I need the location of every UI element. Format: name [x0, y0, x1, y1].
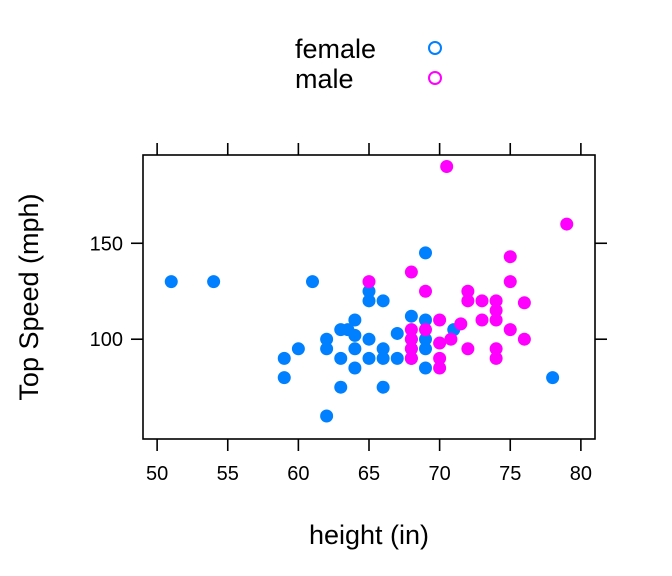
legend-label-male: male: [295, 64, 354, 94]
male-point-8: [433, 361, 447, 375]
male-point-10: [433, 336, 447, 350]
male-point-19: [475, 294, 489, 308]
male-point-2: [404, 342, 418, 356]
legend-marker-female: [428, 41, 442, 55]
female-point-33: [419, 332, 432, 346]
male-point-14: [454, 317, 468, 331]
male-point-25: [503, 323, 517, 337]
axis-ticks: 50 55 60 65 70 75 80 100 150: [90, 143, 607, 485]
male-point-28: [517, 332, 531, 346]
female-point-2: [277, 351, 291, 365]
female-point-5: [306, 275, 319, 289]
male-point-26: [503, 275, 517, 289]
female-point-1: [207, 275, 221, 289]
x-tick-label-70: 70: [429, 463, 451, 485]
series-female: [164, 246, 560, 423]
male-point-9: [433, 351, 447, 365]
male-point-11: [433, 313, 447, 327]
female-point-10: [334, 351, 348, 365]
female-point-24: [376, 294, 390, 308]
male-point-1: [404, 351, 418, 365]
male-point-5: [404, 265, 418, 279]
female-point-35: [419, 246, 432, 260]
female-point-17: [362, 351, 376, 365]
female-point-21: [376, 380, 390, 394]
x-tick-label-50: 50: [146, 463, 168, 485]
female-point-31: [419, 361, 432, 375]
y-tick-label-150: 150: [90, 233, 123, 255]
female-point-4: [291, 342, 305, 356]
female-point-18: [362, 332, 376, 346]
female-point-8: [320, 332, 334, 346]
female-point-30: [404, 309, 418, 323]
legend-marker-male: [428, 71, 442, 85]
male-point-16: [461, 294, 475, 308]
male-point-23: [489, 303, 503, 317]
x-axis-title: height (in): [309, 520, 429, 550]
male-point-27: [503, 250, 517, 264]
x-tick-label-55: 55: [217, 463, 239, 485]
female-point-22: [376, 351, 390, 365]
female-point-25: [390, 351, 404, 365]
male-point-0: [362, 275, 376, 289]
female-point-15: [348, 328, 362, 342]
male-point-20: [489, 351, 503, 365]
x-tick-label-80: 80: [570, 463, 592, 485]
female-point-20: [362, 284, 376, 298]
male-point-7: [419, 323, 432, 337]
x-tick-label-60: 60: [287, 463, 309, 485]
male-point-3: [404, 332, 418, 346]
male-point-21: [489, 342, 503, 356]
female-point-34: [419, 313, 432, 327]
legend-label-female: female: [295, 34, 376, 64]
female-point-16: [348, 313, 362, 327]
female-point-26: [390, 326, 404, 340]
male-point-24: [489, 294, 503, 308]
male-point-4: [404, 323, 418, 337]
series-male: [362, 160, 574, 375]
female-point-0: [164, 275, 178, 289]
female-point-32: [419, 342, 432, 356]
female-point-6: [320, 409, 334, 423]
male-point-6: [419, 284, 432, 298]
data-points: [164, 160, 574, 423]
female-point-14: [348, 342, 362, 356]
male-point-18: [475, 313, 489, 327]
female-point-13: [348, 361, 362, 375]
male-point-30: [560, 217, 574, 231]
male-point-13: [444, 332, 458, 346]
male-point-12: [440, 160, 454, 174]
female-point-23: [376, 342, 390, 356]
female-point-9: [334, 380, 348, 394]
y-tick-label-100: 100: [90, 329, 123, 351]
x-tick-label-75: 75: [499, 463, 521, 485]
x-tick-label-65: 65: [358, 463, 380, 485]
female-point-19: [362, 294, 376, 308]
female-point-7: [320, 342, 334, 356]
y-axis-title: Top Speed (mph): [14, 193, 44, 400]
male-point-17: [461, 284, 475, 298]
male-point-29: [517, 296, 531, 310]
female-point-3: [277, 371, 291, 385]
male-point-15: [461, 342, 475, 356]
female-point-37: [546, 371, 560, 385]
male-point-22: [489, 313, 503, 327]
